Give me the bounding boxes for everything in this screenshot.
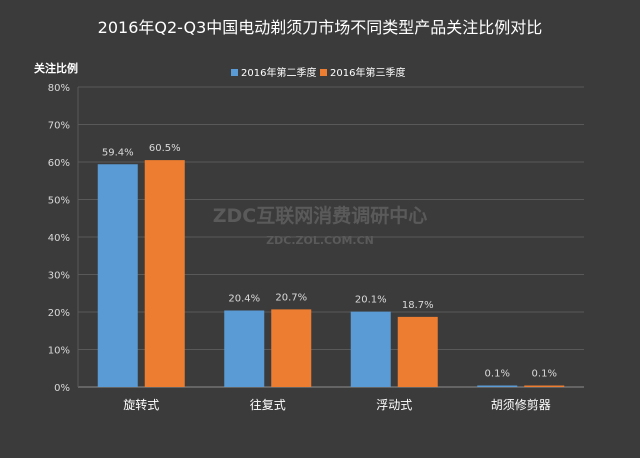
data-labels: 59.4% 60.5% 20.4% 20.7% 20.1% 18.7% 0.1% 0.1% [102, 143, 557, 379]
y-tick-label: 20% [48, 308, 70, 319]
data-label: 59.4% [102, 147, 134, 158]
bar [524, 385, 565, 387]
y-tick-label: 80% [48, 83, 70, 94]
legend: 2016年第二季度 2016年第三季度 [231, 66, 405, 79]
y-tick-label: 50% [48, 196, 70, 207]
bar [271, 309, 312, 387]
data-label: 20.1% [355, 295, 387, 306]
legend-swatch [231, 69, 238, 76]
category-label: 浮动式 [376, 398, 412, 412]
data-label: 0.1% [532, 369, 557, 380]
y-tick-label: 10% [48, 346, 70, 357]
y-axis-label: 关注比例 [34, 61, 78, 75]
category-label: 旋转式 [123, 397, 159, 412]
data-label: 20.7% [275, 292, 307, 303]
y-tick-label: 0% [54, 383, 70, 394]
legend-label: 2016年第二季度 [241, 66, 316, 79]
bar [144, 160, 185, 387]
bar [97, 164, 138, 387]
watermark-text-1: ZDC互联网消费调研中心 [213, 204, 428, 227]
bar [397, 316, 438, 387]
bar [224, 310, 265, 387]
legend-swatch [320, 69, 327, 76]
bar [350, 311, 391, 387]
watermark: ZDC互联网消费调研中心 ZDC.ZOL.COM.CN [213, 204, 428, 247]
data-label: 0.1% [485, 369, 510, 380]
bars [97, 160, 565, 387]
data-label: 60.5% [149, 143, 181, 154]
category-label: 往复式 [250, 397, 286, 412]
bar [477, 385, 518, 387]
watermark-text-2: ZDC.ZOL.COM.CN [266, 234, 374, 247]
y-axis-ticks: 0% 10% 20% 30% 40% 50% 60% 70% 80% [48, 83, 70, 394]
y-tick-label: 30% [48, 271, 70, 282]
data-label: 20.4% [228, 294, 260, 305]
data-label: 18.7% [402, 300, 434, 311]
chart-title: 2016年Q2-Q3中国电动剃须刀市场不同类型产品关注比例对比 [98, 18, 543, 37]
y-tick-label: 60% [48, 158, 70, 169]
category-label: 胡须修剪器 [491, 397, 551, 412]
x-axis-categories: 旋转式 往复式 浮动式 胡须修剪器 [123, 397, 551, 412]
legend-label: 2016年第三季度 [330, 66, 405, 79]
y-tick-label: 70% [48, 121, 70, 132]
y-tick-label: 40% [48, 233, 70, 244]
